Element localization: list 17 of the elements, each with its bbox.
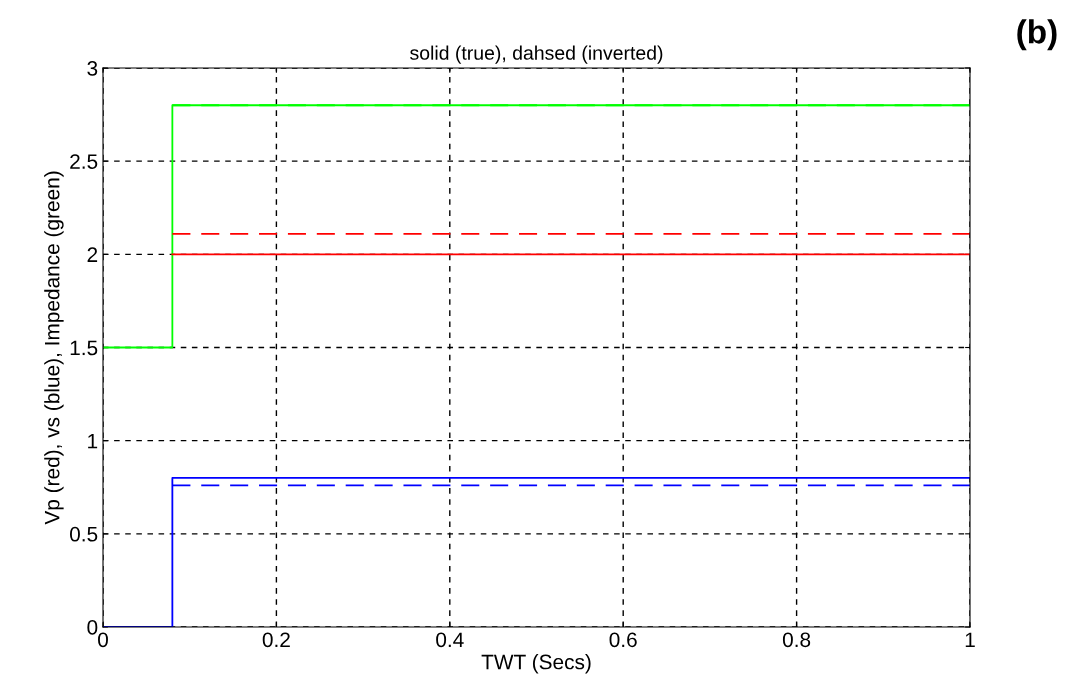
x-tick-label: 0.4 bbox=[436, 632, 464, 648]
text: (b) bbox=[1017, 19, 1057, 51]
x-tick-label: 0.2 bbox=[262, 632, 290, 648]
x-tick-label: 1 bbox=[965, 632, 975, 647]
y-tick-label: 3 bbox=[87, 61, 98, 76]
y-axis-title: Vp (red), vs (blue), Impedance (green) bbox=[44, 171, 64, 525]
chart-title: solid (true), dahsed (inverted) bbox=[410, 45, 663, 64]
y-tick-label: 0 bbox=[87, 620, 98, 635]
x-axis-title: TWT (Secs) bbox=[481, 654, 591, 674]
y-tick-label: 1 bbox=[88, 433, 98, 449]
y-tick-label: 1.5 bbox=[70, 340, 98, 356]
y-tick-label: 2.5 bbox=[70, 154, 98, 169]
y-tick-label: 0.5 bbox=[69, 526, 98, 542]
x-tick-label: 0 bbox=[98, 632, 108, 648]
x-tick-label: 0.6 bbox=[609, 632, 637, 648]
x-tick-label: 0.8 bbox=[782, 632, 811, 648]
y-tick-label: 2 bbox=[87, 247, 98, 262]
